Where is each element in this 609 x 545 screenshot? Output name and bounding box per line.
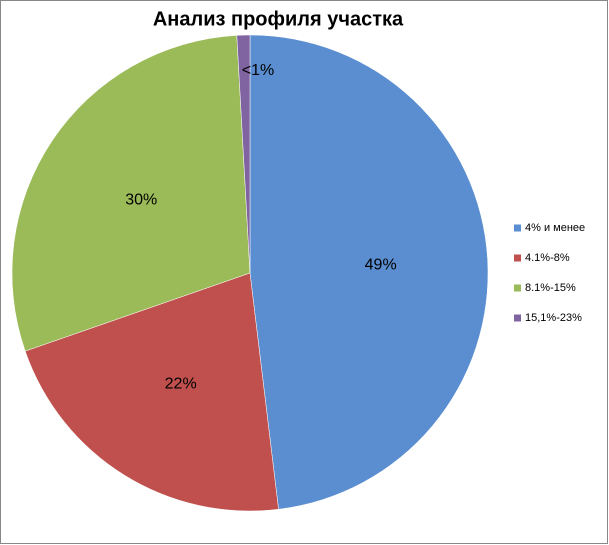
legend-label: 15,1%-23% [525,312,582,324]
legend-label: 8.1%-15% [525,282,576,294]
data-label: 22% [165,375,197,392]
data-label: 49% [365,256,397,273]
legend-label: 4.1%-8% [525,252,570,264]
pie-slice [24,272,279,512]
data-label: 30% [125,191,157,208]
legend-label: 4% и менее [525,222,585,234]
pie-slice [11,35,251,352]
legend-swatch [514,224,521,232]
data-label: <1% [242,62,274,79]
chart-title: Анализ профиля участка [153,8,404,30]
legend-swatch [514,314,521,322]
pie-slice [236,34,251,274]
legend-swatch [514,284,521,292]
legend-swatch [514,254,521,262]
pie-slice [249,34,489,510]
